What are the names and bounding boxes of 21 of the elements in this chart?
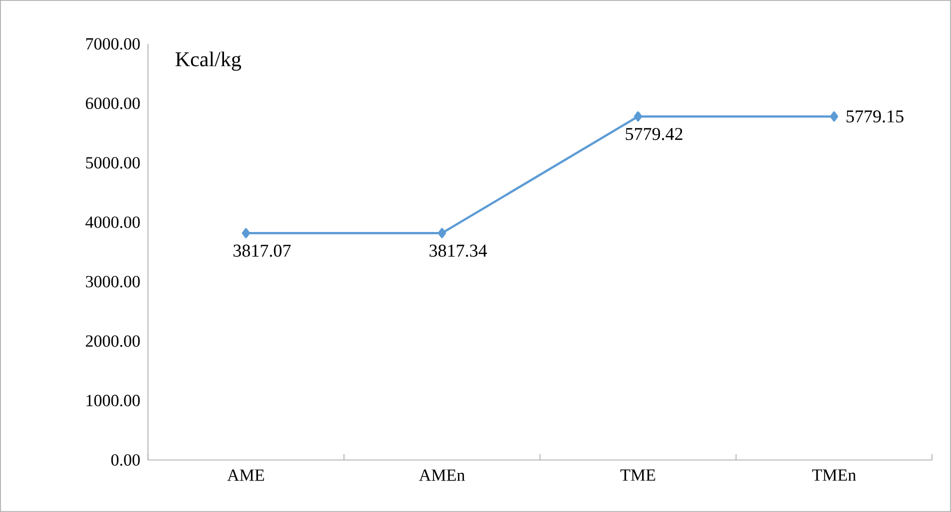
data-label: 5779.42 xyxy=(626,128,682,140)
x-tick-label: TMEn xyxy=(812,470,856,481)
y-tick-label: 0.00 xyxy=(111,454,140,466)
x-tick-label: AMEn xyxy=(419,470,465,481)
y-tick-label: 2000.00 xyxy=(86,335,140,347)
x-tick-label: AME xyxy=(227,470,264,481)
y-axis-title: Kcal/kg xyxy=(176,52,242,71)
data-label: 3817.34 xyxy=(430,244,487,257)
point xyxy=(242,228,250,238)
y-tick-label: 6000.00 xyxy=(86,98,140,110)
y-tick-label: 7000.00 xyxy=(86,38,140,50)
y-tick-label: 4000.00 xyxy=(85,216,140,228)
point xyxy=(634,111,642,122)
y-tick-label: 5000.00 xyxy=(86,157,140,169)
x-tick-label: TME xyxy=(620,470,656,481)
data-label: 3817.07 xyxy=(234,244,291,257)
y-tick-label: 3000.00 xyxy=(86,276,140,288)
y-tick-label: 1000.00 xyxy=(86,394,140,406)
data-label: 5779.15 xyxy=(846,110,904,123)
point xyxy=(438,228,446,238)
point xyxy=(830,111,838,122)
